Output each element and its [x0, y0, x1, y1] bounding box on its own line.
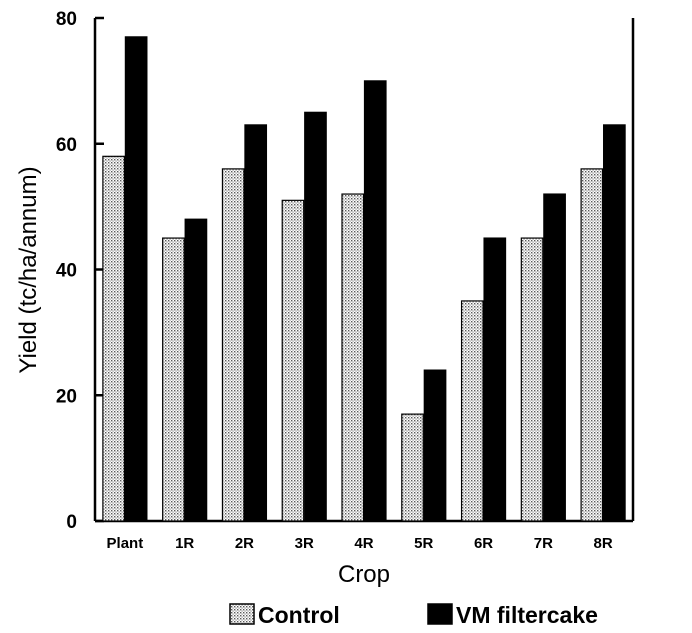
bar-vm-filtercake-plant	[124, 36, 148, 522]
legend-swatch-control	[229, 603, 255, 625]
legend-label-vm-filtercake: VM filtercake	[456, 602, 598, 628]
bar-control-1r	[162, 237, 185, 522]
x-tick-label: 1R	[175, 535, 194, 552]
bar-vm-filtercake-2r	[244, 124, 268, 522]
x-axis-title: Crop	[338, 561, 390, 588]
x-tick-label: 6R	[474, 535, 493, 552]
bar-vm-filtercake-8r	[603, 124, 626, 522]
bar-control-7r	[520, 237, 544, 522]
bar-vm-filtercake-1r	[184, 218, 208, 522]
legend-label-control: Control	[258, 602, 340, 628]
bar-control-6r	[460, 300, 484, 522]
bar-vm-filtercake-6r	[483, 237, 507, 522]
x-axis-ticks: Plant 1R 2R 3R 4R 5R 6R 7R 8R	[107, 535, 613, 552]
bar-control-2r	[221, 168, 245, 522]
bar-series	[102, 36, 626, 522]
y-axis-ticks: 0 20 40 60 80	[56, 9, 104, 533]
x-tick-label: 2R	[235, 535, 254, 552]
y-tick-label: 0	[66, 512, 77, 533]
bar-control-5r	[401, 413, 424, 522]
y-tick-label: 80	[56, 9, 77, 30]
bar-vm-filtercake-5r	[423, 369, 447, 522]
x-tick-label: 4R	[354, 535, 373, 552]
bar-control-8r	[580, 168, 604, 522]
bar-vm-filtercake-3r	[304, 111, 327, 522]
bar-control-3r	[281, 199, 305, 522]
y-tick-label: 40	[56, 261, 77, 282]
x-tick-label: Plant	[107, 535, 144, 552]
bar-control-4r	[341, 193, 365, 522]
bar-vm-filtercake-7r	[543, 193, 566, 522]
x-tick-label: 3R	[295, 535, 314, 552]
y-tick-label: 20	[56, 386, 77, 407]
bar-control-plant	[102, 155, 125, 522]
legend: Control VM filtercake	[229, 602, 598, 628]
legend-swatch-vm-filtercake	[427, 603, 453, 625]
x-tick-label: 8R	[594, 535, 613, 552]
x-tick-label: 5R	[414, 535, 433, 552]
x-tick-label: 7R	[534, 535, 553, 552]
y-axis-title: Yield (tc/ha/annum)	[15, 166, 42, 373]
y-tick-label: 60	[56, 135, 77, 156]
bar-vm-filtercake-4r	[363, 80, 387, 522]
